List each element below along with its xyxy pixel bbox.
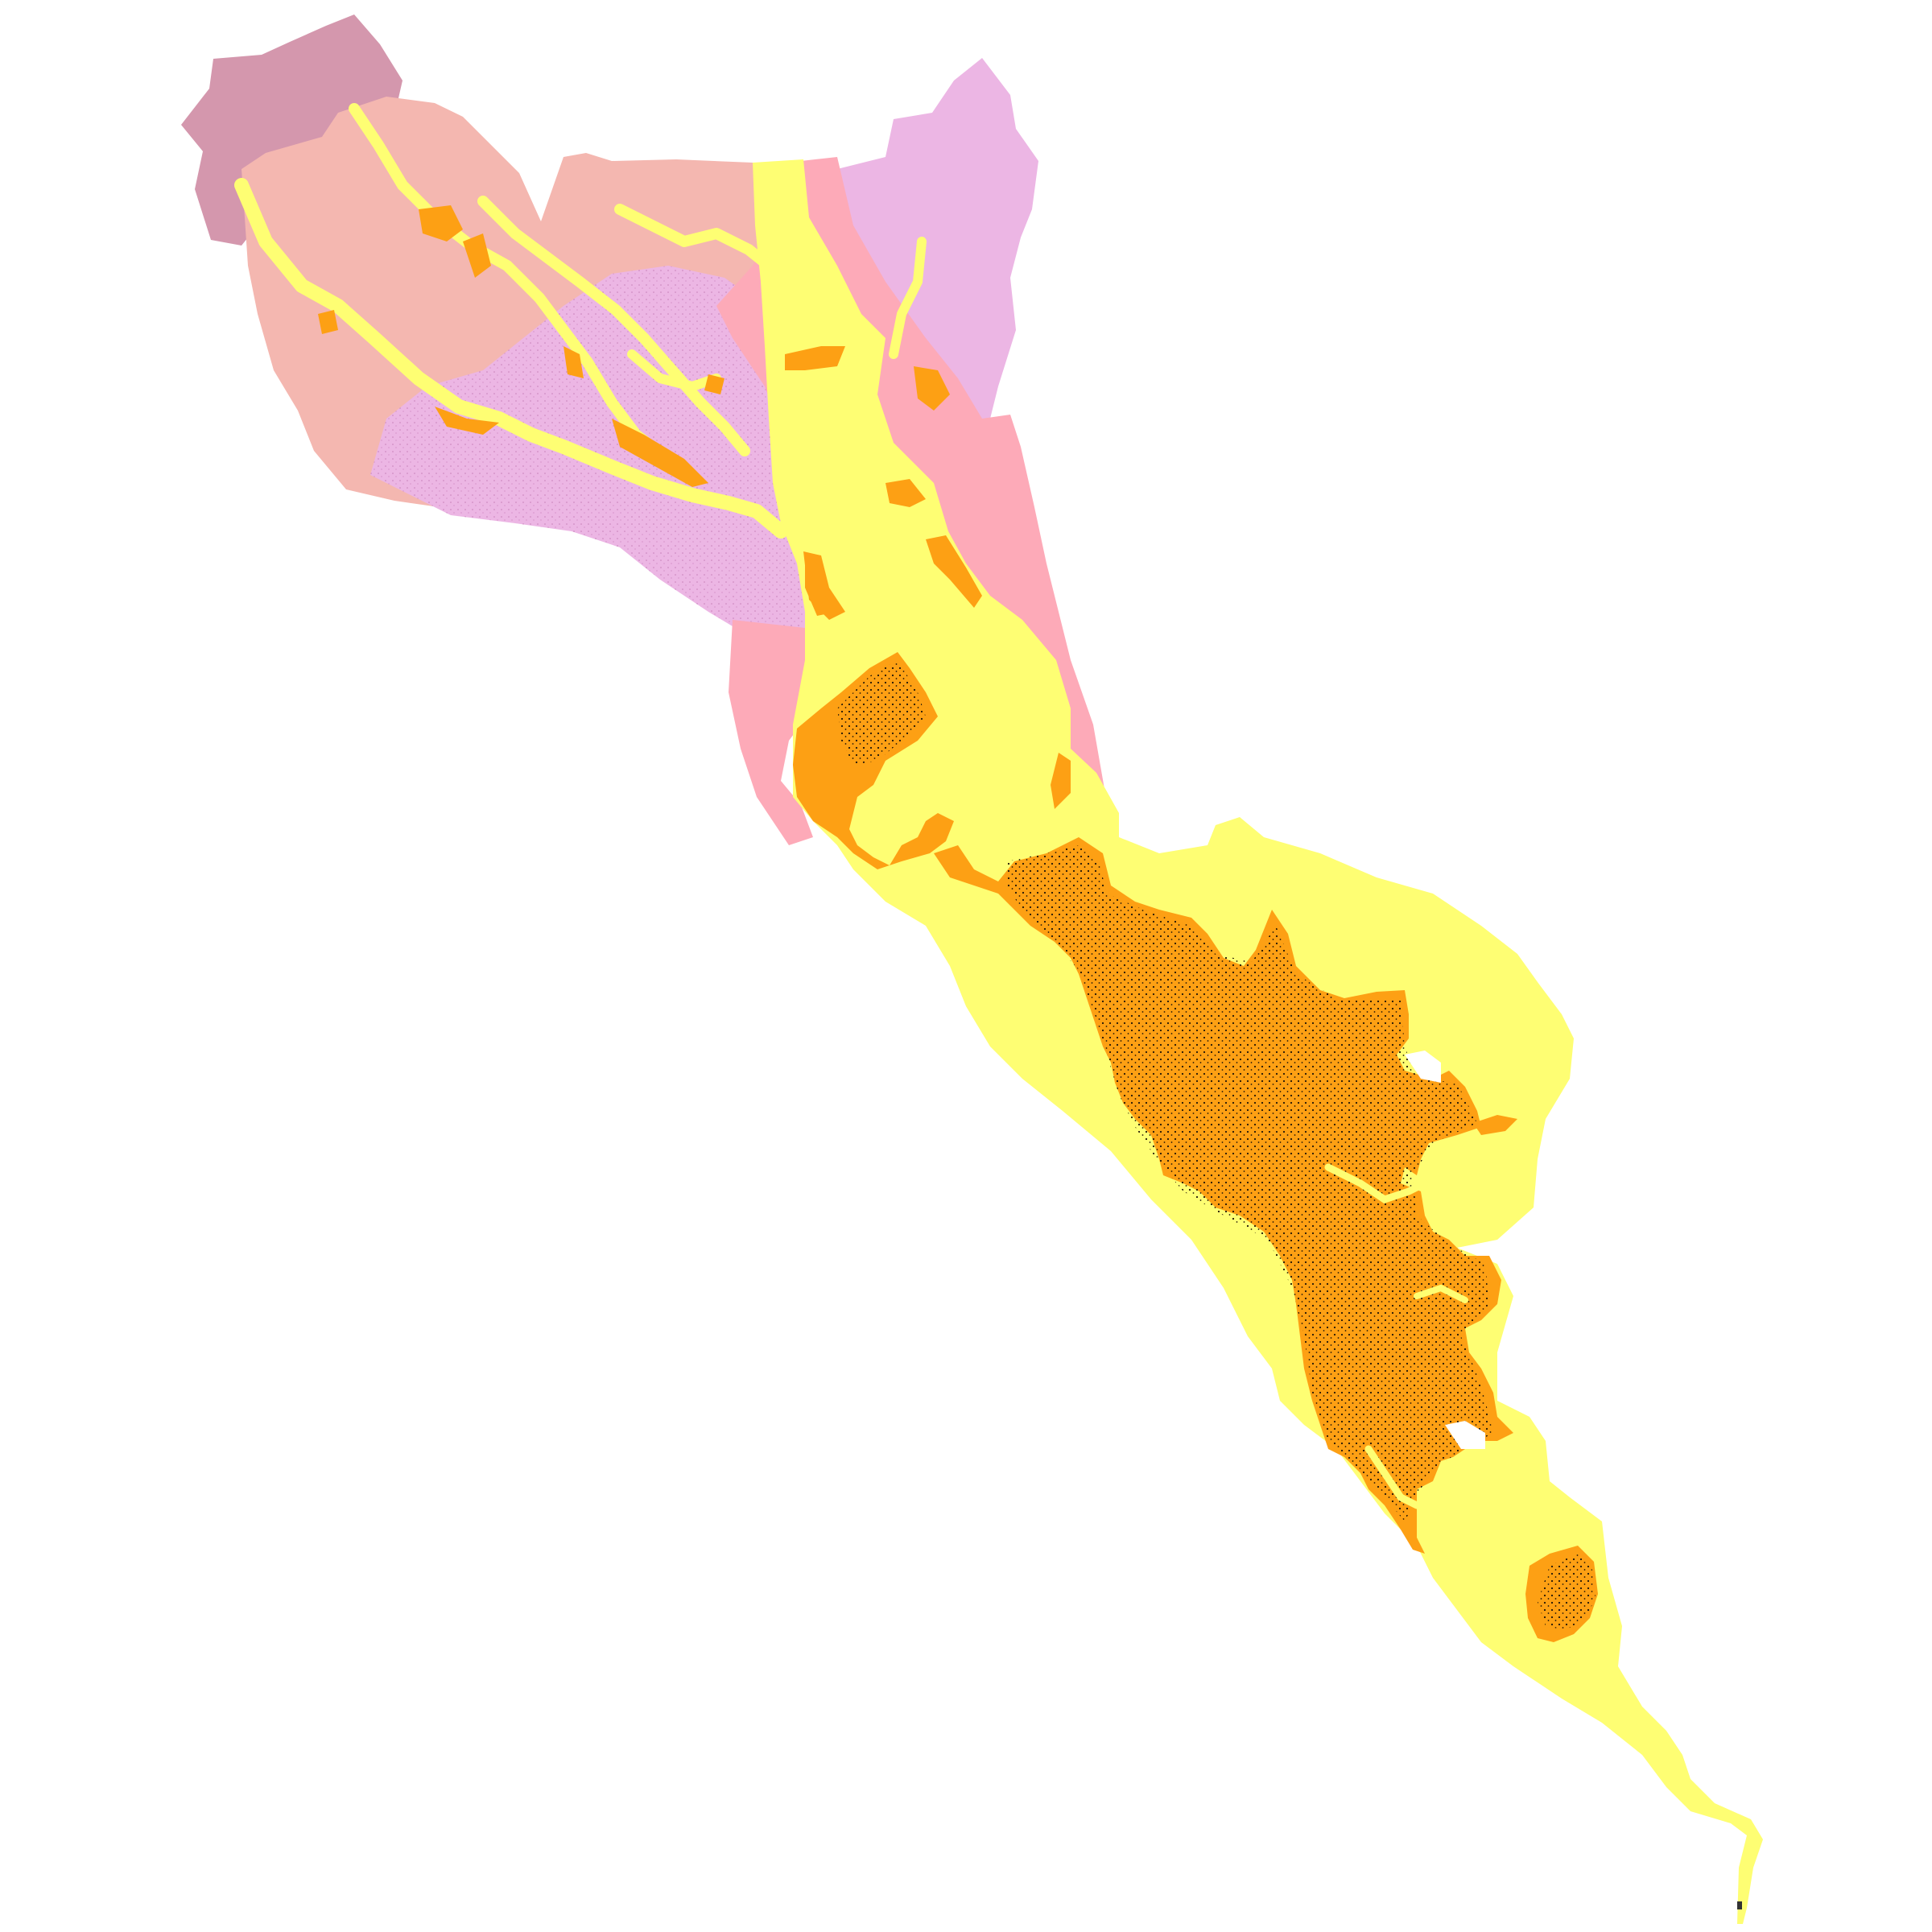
tributary-west-main (234, 178, 788, 539)
tributary-lilac-branch (627, 349, 721, 391)
zone-floodplain-orange-nw8 (785, 346, 845, 370)
tributary-north-branch (349, 103, 674, 464)
channel-central-1 (1324, 1163, 1429, 1203)
zone-floodplain-orange-ne1 (886, 479, 926, 507)
tributary-east-branch (614, 204, 774, 271)
zone-floodplain-orange-east-finger (1473, 1115, 1517, 1135)
zone-floodplain-orange-nw7 (704, 374, 724, 394)
zone-floodplain-stipple-west-small (805, 555, 837, 616)
zone-floodplain-orange-nw6 (435, 407, 499, 435)
lowland-gap-2 (1445, 1421, 1485, 1449)
zone-floodplain-orange-nw3 (318, 310, 338, 334)
zone-floodplain-stipple-west-lobe (837, 660, 926, 765)
zone-floodplain-orange-nw5 (612, 419, 708, 487)
zone-floodplain-orange-nw1 (419, 205, 463, 242)
zone-floodplain-orange-nw9 (914, 366, 950, 411)
zone-floodplain-orange-nw2 (463, 233, 491, 278)
tributary-central-branch (477, 196, 750, 456)
zone-floodplain-stipple-central (1006, 845, 1493, 1521)
zone-floodplain-orange-nw4 (564, 346, 584, 378)
zone-floodplain-orange-ne3 (1051, 753, 1071, 809)
channel-central-2 (1364, 1445, 1421, 1509)
tributary-ridge-branch (889, 237, 927, 359)
channel-central-3 (1414, 1284, 1468, 1303)
outlet-marker (1737, 1901, 1742, 1909)
zone-floodplain-orange-ne2 (926, 535, 982, 608)
zone-floodplain-stipple-south (1538, 1554, 1596, 1630)
zone-hill-lilac-stipple (370, 266, 853, 644)
lowland-gap-1 (1405, 1051, 1441, 1083)
